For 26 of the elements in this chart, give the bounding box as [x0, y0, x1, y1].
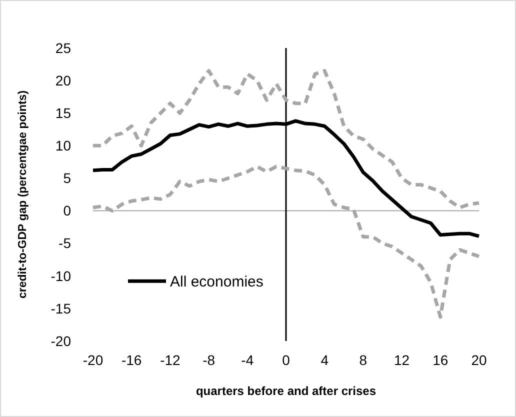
- x-tick-label: -12: [160, 352, 181, 368]
- x-tick-label: -8: [202, 352, 216, 368]
- y-tick-label: 15: [55, 105, 72, 122]
- x-tick-label: 0: [282, 352, 290, 368]
- line-series: [91, 164, 481, 319]
- y-tick-label: 0: [63, 202, 72, 219]
- y-tick-label: -5: [58, 235, 72, 252]
- x-tick-label: -20: [82, 352, 104, 368]
- x-tick-label: 12: [394, 352, 410, 368]
- x-tick-label: 20: [471, 352, 487, 368]
- y-tick-label: -15: [50, 300, 72, 316]
- x-axis-title: quarters before and after crises: [196, 384, 376, 398]
- x-tick-label: -16: [121, 352, 142, 368]
- y-tick-label: -20: [50, 332, 72, 349]
- y-axis-title: credit-to-GDP gap (percentgae points): [17, 90, 29, 299]
- y-tick-label: 5: [63, 170, 72, 186]
- x-tick-label: -4: [241, 352, 254, 368]
- x-tick-label: 16: [432, 352, 448, 368]
- line-series: [91, 69, 481, 210]
- y-tick-label: 25: [55, 40, 72, 56]
- y-tick-label: 10: [55, 138, 72, 154]
- legend-label: All economies: [170, 273, 264, 290]
- y-tick-label: 20: [55, 72, 72, 88]
- y-tick-label: -10: [50, 268, 72, 284]
- x-tick-label: 4: [320, 352, 329, 368]
- x-tick-label: 8: [359, 352, 368, 368]
